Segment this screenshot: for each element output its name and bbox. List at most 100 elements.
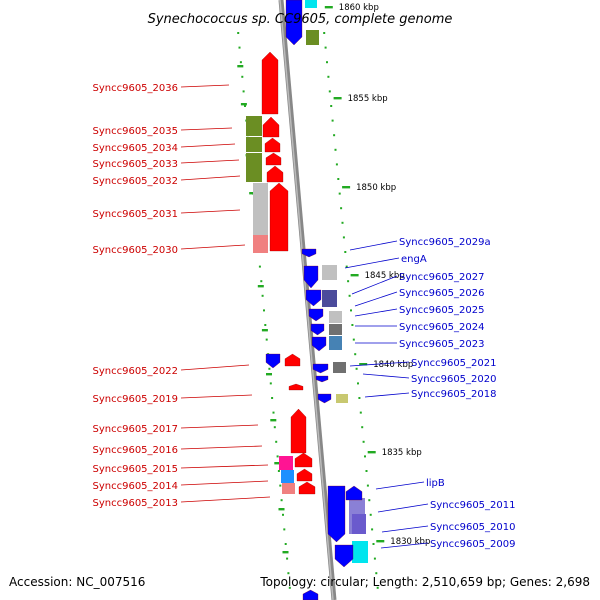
guide-dot	[376, 586, 379, 589]
guide-dot	[277, 470, 280, 472]
guide-dot	[347, 280, 350, 283]
gene-arrow	[327, 485, 346, 543]
left-gene-label: Syncc9605_2017	[93, 424, 179, 435]
right-leader	[349, 361, 410, 367]
right-gene-label: Syncc9605_2020	[411, 374, 497, 385]
minor-tick	[257, 285, 264, 288]
guide-dot	[326, 61, 328, 64]
guide-dot	[279, 484, 282, 487]
right-leader	[344, 257, 400, 269]
guide-dot	[365, 470, 368, 472]
guide-dot	[330, 105, 333, 107]
left-gene-label: Syncc9605_2031	[93, 209, 179, 220]
guide-dot	[280, 499, 283, 502]
left-gene-label: Syncc9605_2015	[93, 464, 179, 475]
minor-tick	[266, 373, 272, 376]
guide-dot	[244, 105, 246, 107]
cog-box	[329, 324, 342, 335]
guide-dot	[287, 572, 290, 575]
guide-dot	[269, 382, 272, 385]
left-leader	[180, 464, 269, 469]
gene-labels: Syncc9605_2036 Syncc9605_2035 Syncc9605_20…	[93, 83, 516, 550]
scale-tick	[342, 186, 351, 189]
guide-dot	[361, 426, 364, 429]
guide-dot	[357, 382, 359, 385]
cog-box	[246, 116, 262, 136]
left-leader	[180, 424, 259, 429]
cog-box	[253, 235, 268, 253]
minor-tick	[249, 192, 256, 195]
minor-tick	[240, 103, 247, 106]
guide-dot	[272, 411, 275, 414]
scale-ticks: 1860 kbp 1855 kbp 1850 kbp 1845 kbp 1840 kbp…	[237, 3, 430, 554]
scale-label: 1860 kbp	[339, 3, 379, 13]
right-leader	[354, 308, 398, 317]
gene-arrow	[284, 353, 301, 367]
cog-box	[352, 514, 366, 534]
scale-label: 1830 kbp	[390, 537, 430, 547]
gene-arrow	[285, 0, 303, 46]
gene-arrow	[266, 165, 284, 183]
guide-dot	[271, 397, 274, 399]
cog-box	[329, 336, 342, 350]
guide-dot	[327, 75, 330, 78]
gene-arrow	[264, 137, 281, 153]
left-leader	[180, 84, 230, 88]
guide-dot	[284, 543, 287, 545]
cog-box	[281, 470, 294, 483]
guide-dot	[275, 440, 278, 443]
guide-dot	[345, 265, 348, 268]
guide-dot	[237, 32, 240, 34]
right-gene-label: Syncc9605_2027	[399, 272, 485, 283]
guide-dot	[366, 484, 369, 487]
left-leader	[180, 209, 241, 214]
guide-dot	[359, 411, 362, 414]
left-leader	[180, 143, 236, 148]
guide-dot	[334, 148, 337, 151]
minor-tick	[270, 419, 277, 422]
gene-arrow	[301, 248, 317, 258]
gene-arrow	[317, 393, 332, 404]
scale-tick	[324, 6, 333, 9]
right-gene-label: Syncc9605_2011	[430, 500, 516, 511]
cog-box	[279, 456, 293, 470]
label-leader-lines	[180, 84, 429, 549]
cog-box	[322, 265, 337, 280]
cog-box	[322, 290, 337, 307]
right-gene-label: Syncc9605_2024	[399, 322, 485, 333]
gene-arrow	[302, 589, 319, 600]
left-gene-label: Syncc9605_2034	[93, 143, 179, 154]
right-gene-label: Syncc9605_2021	[411, 358, 497, 369]
left-leader	[180, 175, 241, 181]
guide-dot	[368, 499, 371, 502]
guide-dot	[239, 61, 242, 64]
left-gene-label: Syncc9605_2032	[93, 176, 179, 187]
right-gene-label: lipB	[426, 478, 445, 489]
right-leader	[375, 481, 425, 490]
accession-text: Accession: NC_007516	[9, 575, 145, 589]
guide-dot	[341, 221, 344, 224]
guide-dot	[288, 586, 291, 589]
right-gene-label: Syncc9605_2025	[399, 305, 485, 316]
guide-dot	[344, 251, 347, 253]
gene-arrows	[261, 0, 363, 600]
right-leader	[380, 542, 429, 549]
guide-dot	[265, 338, 268, 341]
left-leader	[180, 244, 246, 250]
cog-box	[246, 166, 262, 182]
guide-dot	[372, 543, 375, 545]
left-gene-label: Syncc9605_2033	[93, 159, 179, 170]
guide-dot	[273, 426, 276, 429]
minor-tick	[261, 329, 268, 332]
left-leader	[180, 496, 271, 503]
guide-dot	[264, 324, 267, 326]
cog-box	[282, 483, 295, 494]
guide-dot	[331, 119, 334, 122]
gene-arrow	[311, 336, 327, 352]
guide-dot	[358, 397, 361, 399]
left-leader	[180, 159, 240, 164]
cog-box	[352, 541, 368, 563]
scale-tick	[376, 540, 385, 543]
gene-arrow	[290, 408, 307, 454]
left-gene-label: Syncc9605_2022	[93, 366, 179, 377]
